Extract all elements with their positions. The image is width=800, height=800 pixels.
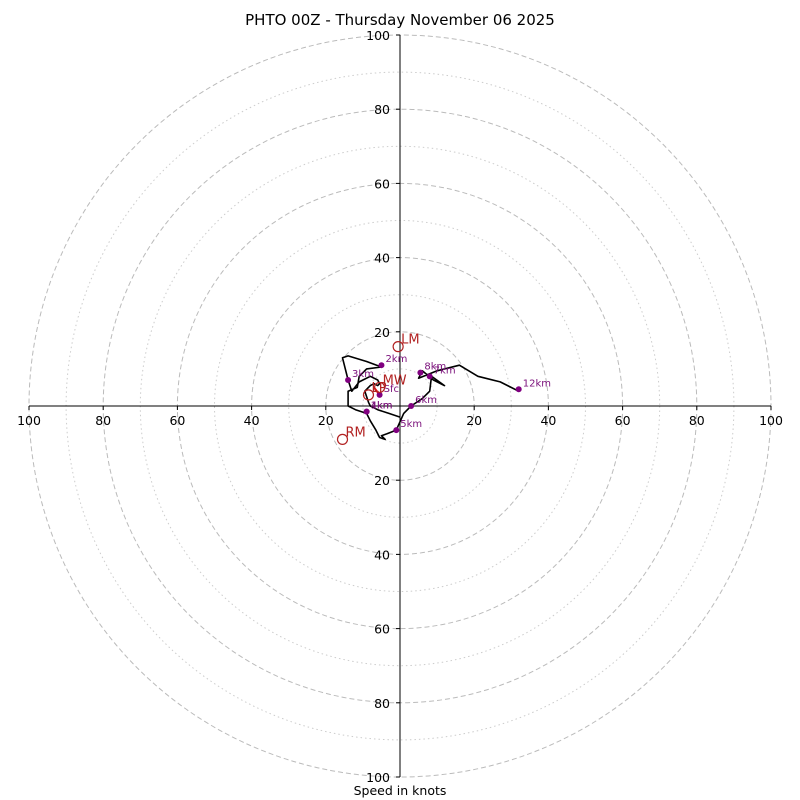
x-tick-label-pos-40: 40 (540, 413, 556, 428)
motion-label-mw: MW (383, 373, 407, 388)
x-tick-label-neg-100: 100 (17, 413, 41, 428)
height-label-sfc: Sfc (384, 384, 399, 395)
x-tick-label-pos-80: 80 (689, 413, 705, 428)
height-marker-8km (417, 369, 424, 376)
y-tick-label-pos-20: 20 (374, 325, 390, 340)
y-tick-label-neg-80: 80 (374, 696, 390, 711)
x-tick-label-neg-60: 60 (169, 413, 185, 428)
x-axis-label: Speed in knots (353, 783, 447, 798)
motion-marker-mw (373, 381, 386, 394)
hodograph-trace (341, 355, 520, 441)
x-tick-label-neg-80: 80 (95, 413, 111, 428)
height-label-4km: 4km (371, 401, 393, 412)
height-marker-2km (378, 362, 385, 369)
height-marker-12km (515, 386, 522, 393)
y-tick-label-neg-100: 100 (366, 770, 390, 785)
height-label-8km: 8km (424, 362, 446, 373)
motion-label-lm: LM (401, 333, 419, 348)
chart-title: PHTO 00Z - Thursday November 06 2025 (245, 11, 555, 29)
y-tick-label-neg-40: 40 (374, 547, 390, 562)
height-marker-5km (393, 427, 400, 434)
y-tick-label-neg-20: 20 (374, 473, 390, 488)
y-tick-label-pos-60: 60 (374, 176, 390, 191)
height-label-12km: 12km (523, 378, 551, 389)
x-tick-label-neg-40: 40 (244, 413, 260, 428)
motion-label-rm: RM (345, 425, 365, 440)
height-marker-4km (363, 408, 370, 415)
height-label-5km: 5km (400, 419, 422, 430)
height-label-3km: 3km (352, 369, 374, 380)
motion-marker-rm (336, 433, 349, 445)
height-label-7km: 7km (434, 365, 456, 376)
height-marker-sfc (376, 391, 383, 398)
height-label-1km: 1km (371, 401, 393, 412)
x-tick-label-pos-100: 100 (759, 413, 783, 428)
y-tick-label-neg-60: 60 (374, 622, 390, 637)
height-marker-3km (345, 377, 352, 384)
height-label-2km: 2km (385, 354, 407, 365)
motion-marker-lp (362, 389, 375, 401)
y-tick-label-pos-80: 80 (374, 102, 390, 117)
y-tick-label-pos-40: 40 (374, 251, 390, 266)
height-label-6km: 6km (415, 395, 437, 406)
y-tick-label-pos-100: 100 (366, 28, 390, 43)
x-tick-label-pos-60: 60 (615, 413, 631, 428)
x-tick-label-neg-20: 20 (318, 413, 334, 428)
height-marker-6km (408, 403, 415, 409)
height-marker-7km (426, 373, 433, 380)
motion-marker-lm (392, 341, 404, 353)
x-tick-label-pos-20: 20 (466, 413, 482, 428)
